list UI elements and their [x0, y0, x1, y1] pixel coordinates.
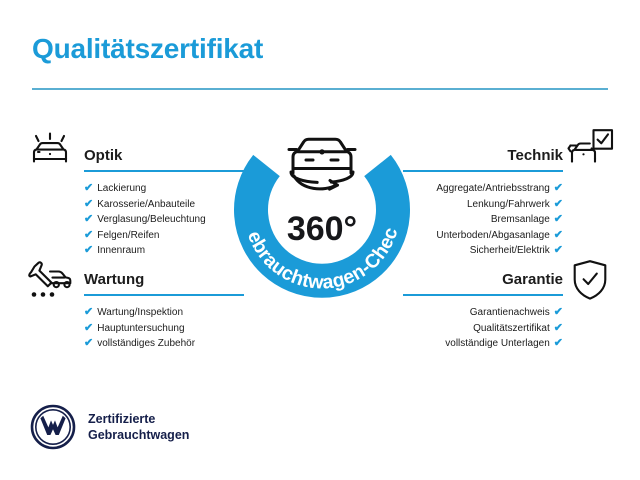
- list-item: Unterboden/Abgasanlage ✔: [403, 228, 563, 244]
- car-rotate-icon: [287, 137, 357, 191]
- list-item: ✔ Hauptuntersuchung: [84, 321, 244, 337]
- check-icon: ✔: [84, 244, 94, 256]
- wrench-car-icon: [26, 258, 74, 305]
- list-item-label: Wartung/Inspektion: [97, 307, 184, 318]
- section-wartung-header: Wartung: [84, 270, 244, 296]
- section-garantie-divider: [403, 294, 563, 296]
- footer-line-2: Gebrauchtwagen: [88, 428, 190, 442]
- list-item: Sicherheit/Elektrik ✔: [403, 243, 563, 259]
- list-item: Garantienachweis ✔: [403, 305, 563, 321]
- badge-ring: Gebrauchtwagen-Check: [214, 95, 410, 298]
- list-item-label: Garantienachweis: [469, 307, 550, 318]
- car-checkbox-icon: [566, 128, 614, 173]
- badge-value: 360°: [286, 210, 358, 248]
- shield-check-icon: [572, 259, 608, 306]
- list-item-label: Unterboden/Abgasanlage: [436, 229, 550, 241]
- list-item: ✔ Verglasung/Beleuchtung: [84, 212, 244, 228]
- section-optik-title: Optik: [84, 147, 123, 164]
- list-item: ✔ Felgen/Reifen: [84, 228, 244, 244]
- check-icon: ✔: [553, 228, 563, 241]
- list-item: ✔ Wartung/Inspektion: [84, 305, 244, 321]
- check-icon: ✔: [84, 337, 94, 349]
- section-garantie-header: Garantie: [403, 270, 563, 296]
- check-icon: ✔: [553, 337, 563, 349]
- section-wartung: Wartung ✔ Wartung/Inspektion ✔ Hauptunters…: [84, 270, 244, 352]
- list-item-label: Felgen/Reifen: [97, 229, 160, 241]
- section-garantie-title: Garantie: [502, 271, 563, 288]
- list-item-label: Aggregate/Antriebsstrang: [436, 183, 550, 194]
- footer-brand: Zertifizierte Gebrauchtwagen: [30, 404, 189, 450]
- list-item-label: Sicherheit/Elektrik: [469, 245, 550, 256]
- check-icon: ✔: [553, 197, 563, 210]
- section-garantie: Garantie Garantienachweis ✔ Qualitätszert…: [403, 270, 563, 352]
- check-icon: ✔: [84, 213, 94, 225]
- section-garantie-list: Garantienachweis ✔ Qualitätszertifikat ✔ v…: [403, 305, 563, 352]
- list-item-label: Karosserie/Anbauteile: [97, 198, 196, 210]
- check-icon: ✔: [84, 321, 94, 334]
- list-item: ✔ Innenraum: [84, 243, 244, 259]
- list-item: Bremsanlage ✔: [403, 212, 563, 228]
- check-icon: ✔: [553, 244, 563, 256]
- section-optik-list: ✔ Lackierung ✔ Karosserie/Anbauteile ✔ Verg…: [84, 181, 244, 259]
- section-technik: Technik Aggregate/Antriebsstrang ✔ Lenkun…: [403, 146, 563, 259]
- list-item: ✔ Lackierung: [84, 181, 244, 197]
- list-item: ✔ vollständiges Zubehör: [84, 336, 244, 352]
- check-icon: ✔: [84, 182, 94, 194]
- check-icon: ✔: [553, 306, 563, 318]
- list-item: Qualitätszertifikat ✔: [403, 321, 563, 337]
- list-item-label: vollständige Unterlagen: [445, 338, 550, 349]
- check-icon: ✔: [84, 197, 94, 210]
- check-icon: ✔: [553, 182, 563, 194]
- list-item-label: Qualitätszertifikat: [473, 322, 550, 334]
- section-optik-divider: [84, 170, 244, 172]
- list-item-label: Verglasung/Beleuchtung: [97, 214, 206, 225]
- list-item-label: Lackierung: [97, 183, 147, 194]
- footer-text: Zertifizierte Gebrauchtwagen: [88, 411, 189, 443]
- check-icon: ✔: [553, 213, 563, 225]
- list-item-label: Lenkung/Fahrwerk: [466, 198, 550, 210]
- section-wartung-list: ✔ Wartung/Inspektion ✔ Hauptuntersuchung ✔…: [84, 305, 244, 352]
- list-item-label: vollständiges Zubehör: [97, 338, 196, 349]
- footer-line-1: Zertifizierte: [88, 412, 156, 426]
- section-technik-header: Technik: [403, 146, 563, 172]
- section-technik-title: Technik: [507, 147, 563, 164]
- section-wartung-divider: [84, 294, 244, 296]
- section-technik-list: Aggregate/Antriebsstrang ✔ Lenkung/Fahrwe…: [403, 181, 563, 259]
- list-item: ✔ Karosserie/Anbauteile: [84, 197, 244, 213]
- section-optik-header: Optik: [84, 146, 244, 172]
- list-item-label: Bremsanlage: [490, 214, 550, 225]
- section-optik: Optik ✔ Lackierung ✔ Karosserie/Anbauteile…: [84, 146, 244, 259]
- list-item: vollständige Unterlagen ✔: [403, 336, 563, 352]
- list-item-label: Innenraum: [97, 245, 146, 256]
- badge-360-gebrauchtwagen-check: Gebrauchtwagen-Check 360°: [214, 95, 422, 312]
- title-divider: [32, 88, 608, 90]
- list-item-label: Hauptuntersuchung: [97, 322, 185, 334]
- section-technik-divider: [403, 170, 563, 172]
- check-icon: ✔: [84, 306, 94, 318]
- list-item: Lenkung/Fahrwerk ✔: [403, 197, 563, 213]
- list-item: Aggregate/Antriebsstrang ✔: [403, 181, 563, 197]
- section-wartung-title: Wartung: [84, 271, 145, 288]
- check-icon: ✔: [553, 321, 563, 334]
- check-icon: ✔: [84, 228, 94, 241]
- vw-logo: [30, 404, 76, 450]
- page-title: Qualitätszertifikat: [32, 33, 264, 64]
- car-shine-icon: [27, 128, 73, 173]
